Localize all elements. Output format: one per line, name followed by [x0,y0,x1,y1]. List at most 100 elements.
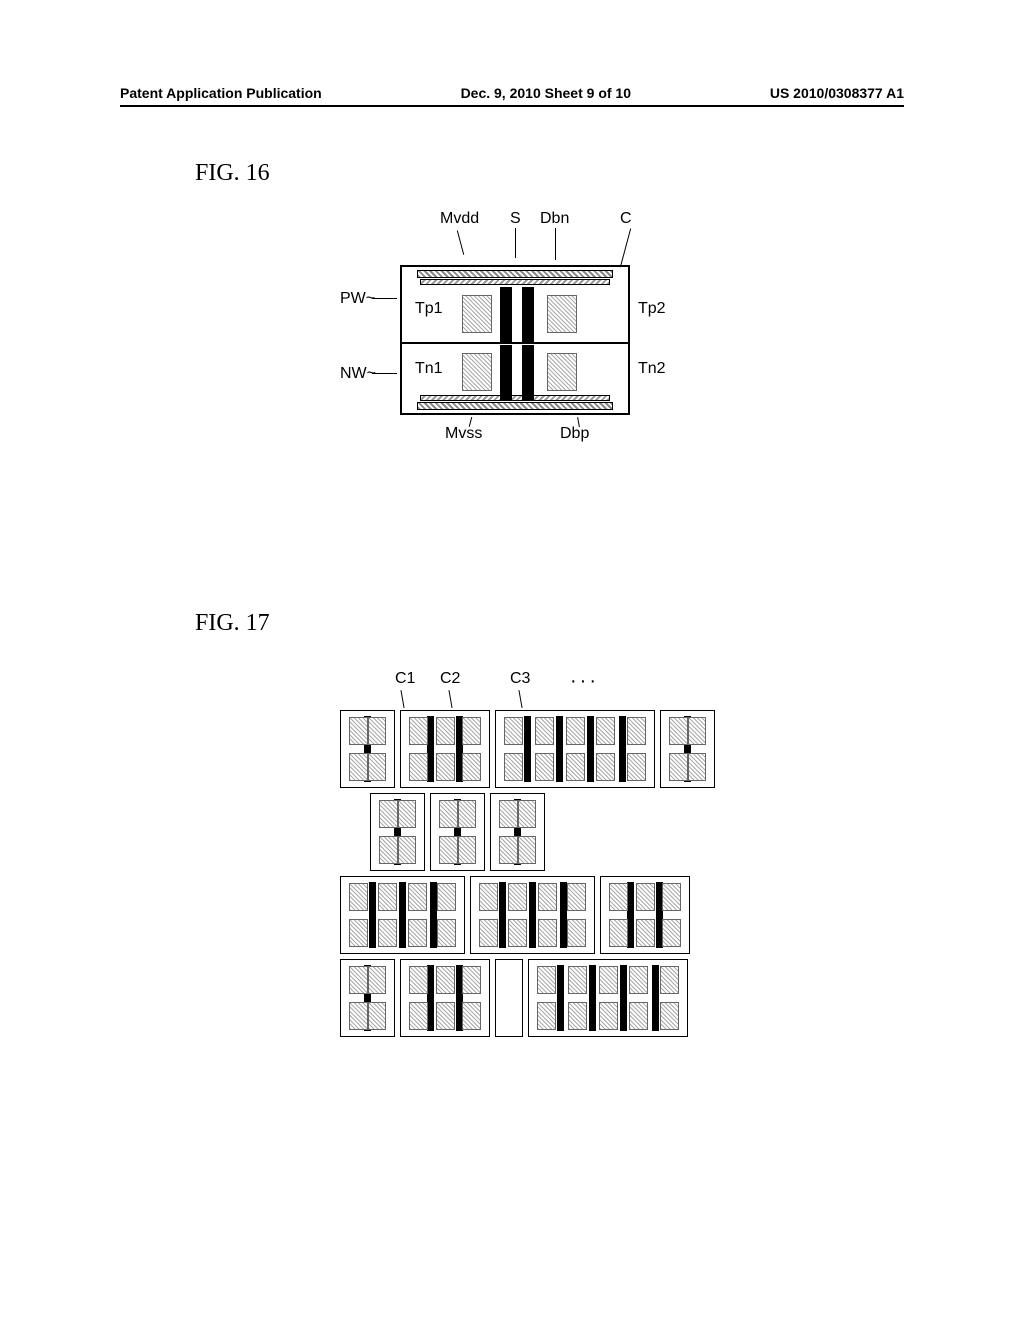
label-mvss: Mvss [445,425,482,443]
diffusion-block [437,883,456,911]
diffusion-block [499,800,518,828]
diffusion-block [688,717,707,745]
header-right: US 2010/0308377 A1 [770,85,904,101]
label-dbp: Dbp [560,425,589,443]
diffusion-block [537,966,556,994]
diffusion-block [349,966,368,994]
diffusion-block [458,800,477,828]
diffusion-block [508,919,527,947]
diffusion-block [688,753,707,781]
diffusion-block [349,717,368,745]
standard-cell [400,959,490,1037]
diffusion-block [535,717,554,745]
diffusion-block [609,919,628,947]
diffusion-block [368,717,387,745]
diffusion-block [567,883,586,911]
diffusion-block [538,919,557,947]
diffusion-block [566,753,585,781]
diffusion-block [627,753,646,781]
diffusion-block [462,717,481,745]
standard-cell [660,710,715,788]
diffusion-block [599,966,618,994]
page-header: Patent Application Publication Dec. 9, 2… [0,85,1024,101]
diffusion-block [398,800,417,828]
lead-line [448,690,453,708]
diffusion-block [567,919,586,947]
diffusion-block [479,883,498,911]
diffusion-block [368,966,387,994]
header-left: Patent Application Publication [120,85,322,101]
diffusion-block [368,1002,387,1030]
label-mvdd: Mvdd [440,210,479,228]
diffusion-block [439,800,458,828]
standard-cell [340,876,465,954]
diffusion-block [596,753,615,781]
lead-line [457,230,465,255]
diffusion-block [436,717,455,745]
standard-cell [528,959,688,1037]
label-ellipsis: ··· [570,670,599,693]
diffusion-block [662,883,681,911]
diffusion-block [462,966,481,994]
standard-cell [495,710,655,788]
diffusion-block [599,1002,618,1030]
lead-line [620,228,632,267]
diffusion-block [436,966,455,994]
fig17-diagram: C1 C2 C3 ··· [340,670,740,1070]
diffusion-block [458,836,477,864]
gate [522,287,534,342]
nmos-group [462,345,577,400]
diffusion-block [537,1002,556,1030]
fig16-title: FIG. 16 [195,160,270,187]
diffusion-block [547,353,577,391]
standard-cell [400,710,490,788]
fig16-diagram: Mvdd S Dbn C PW~ NW~ Tp1 Tp2 Tn1 Tn2 [340,210,680,460]
well-divider [402,342,628,344]
diffusion-block [660,966,679,994]
diffusion-block [349,753,368,781]
fig16-cell-box [400,265,630,415]
standard-cell [340,710,395,788]
diffusion-block [462,295,492,333]
label-dbn: Dbn [540,210,569,228]
label-tp2: Tp2 [638,300,666,318]
diffusion-block [409,717,428,745]
standard-cell [600,876,690,954]
diffusion-block [627,717,646,745]
label-tn1: Tn1 [415,360,443,378]
diffusion-block [547,295,577,333]
gate [522,345,534,400]
diffusion-block [508,883,527,911]
cell-row [340,876,690,954]
diffusion-block [368,753,387,781]
cell-row [340,710,715,788]
diffusion-block [660,1002,679,1030]
fig16-top-labels: Mvdd S Dbn C [340,210,680,250]
label-c1: C1 [395,670,415,688]
diffusion-block [518,800,537,828]
fig17-top-labels: C1 C2 C3 ··· [340,670,740,705]
lead-line [577,417,581,427]
diffusion-block [379,800,398,828]
gate [500,345,512,400]
diffusion-block [379,836,398,864]
diffusion-block [437,919,456,947]
label-pw: PW~ [340,290,375,308]
diffusion-block [349,919,368,947]
diffusion-block [538,883,557,911]
label-nw: NW~ [340,365,376,383]
label-tp1: Tp1 [415,300,443,318]
standard-cell [495,959,523,1037]
fig17-title: FIG. 17 [195,610,270,637]
diffusion-block [409,753,428,781]
label-c: C [620,210,632,228]
diffusion-block [499,836,518,864]
label-s: S [510,210,521,228]
diffusion-block [662,919,681,947]
pmos-group [462,287,577,342]
diffusion-block [596,717,615,745]
header-center: Dec. 9, 2010 Sheet 9 of 10 [461,85,631,101]
diffusion-block [436,1002,455,1030]
tick [372,298,397,299]
diffusion-block [408,883,427,911]
